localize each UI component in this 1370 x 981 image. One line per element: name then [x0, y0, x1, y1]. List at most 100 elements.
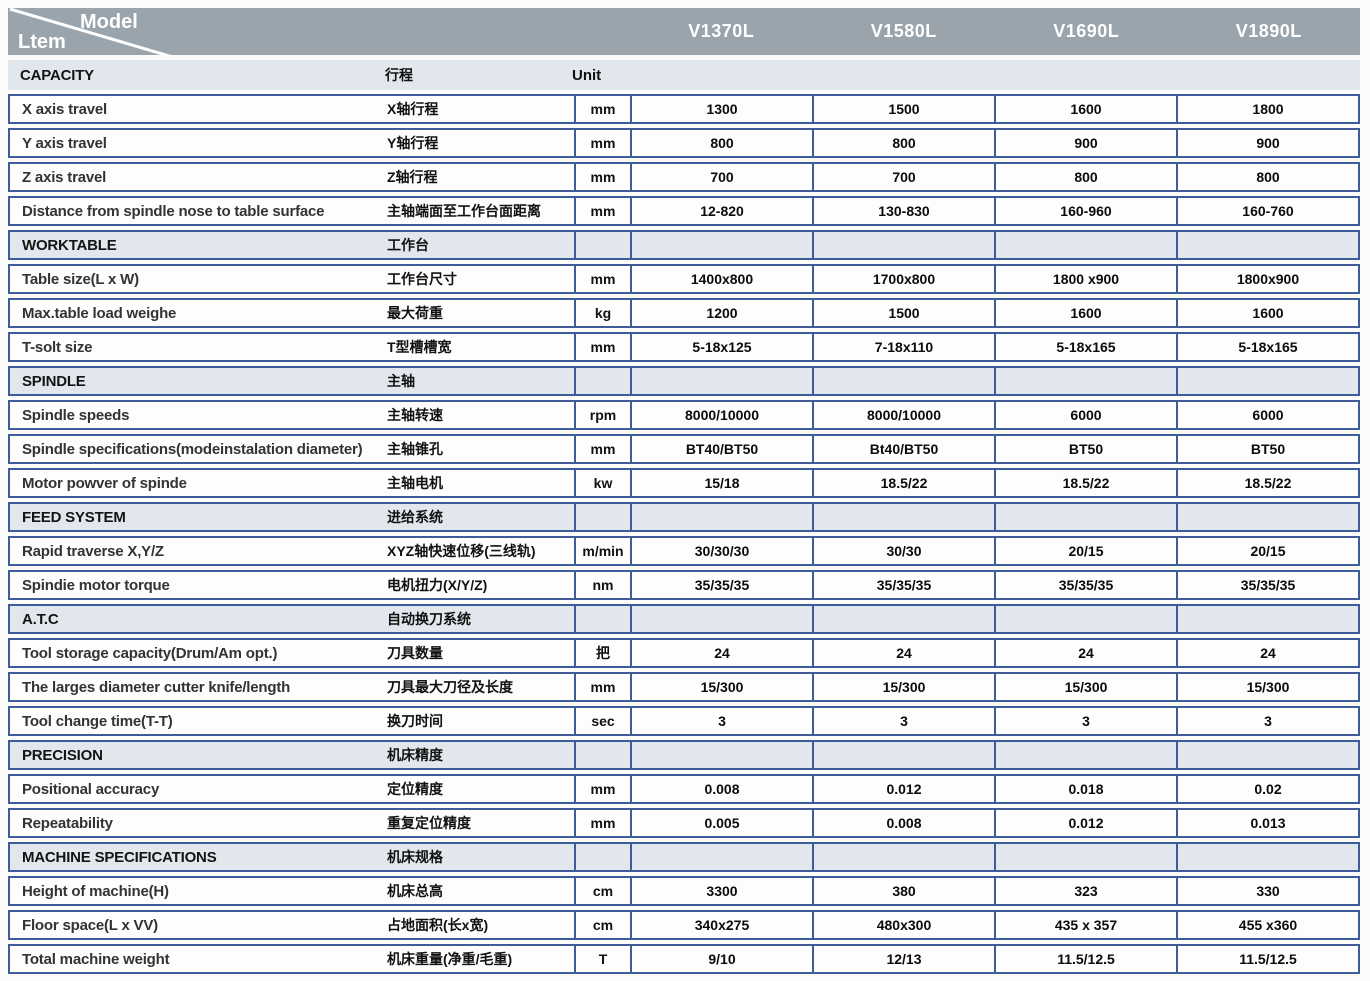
- table-row-height-of-machine-h: Height of machine(H) 机床总高 cm 3300 380 323 330: [8, 876, 1360, 906]
- value-z-axis-travel-v1690l: 800: [996, 164, 1178, 190]
- model-header-v1580l: V1580L: [870, 21, 937, 41]
- table-row-motor-powver-of-spinde: Motor powver of spinde 主轴电机 kw 15/18 18.5/22…: [8, 468, 1360, 498]
- value-t-solt-size-v1890l: 5-18x165: [1238, 339, 1298, 355]
- table-row-y-axis-travel: Y axis travel Y轴行程 mm 800 800 900 900: [8, 128, 1360, 158]
- value-floor-space-l-x-vv-v1580l: 480x300: [814, 912, 996, 938]
- section-title-zh-precision: 机床精度: [387, 747, 443, 763]
- value-total-machine-weight-v1890l: 11.5/12.5: [1239, 951, 1297, 967]
- value-positional-accuracy-v1690l: 0.018: [996, 776, 1178, 802]
- value-distance-from-spindle-nose-to-table-surface-v1370l: 12-820: [632, 198, 814, 224]
- row-unit-spindle-speeds: rpm: [574, 402, 632, 428]
- table-body: CAPACITY 行程 Unit X axis travel X轴行程 mm 1300 150…: [8, 60, 1360, 974]
- value-spindie-motor-torque-v1370l: 35/35/35: [632, 572, 814, 598]
- section-empty-cell: [996, 232, 1178, 258]
- table-row-spindle-speeds: Spindle speeds 主轴转速 rpm 8000/10000 8000/1000…: [8, 400, 1360, 430]
- section-empty-cell: [814, 742, 996, 768]
- section-unit-header-a-t-c: [574, 606, 632, 632]
- row-label-en-rapid-traverse-x-y-z: Rapid traverse X,Y/Z: [22, 542, 164, 560]
- value-z-axis-travel-v1370l: 700: [632, 164, 814, 190]
- row-unit-tool-change-time-t-t: sec: [574, 708, 632, 734]
- section-title-worktable: WORKTABLE: [22, 236, 117, 254]
- row-unit-distance-from-spindle-nose-to-table-surface: mm: [574, 198, 632, 224]
- row-label-en-spindle-speeds: Spindle speeds: [22, 406, 130, 424]
- row-label-zh-height-of-machine-h: 机床总高: [387, 883, 443, 899]
- value-y-axis-travel-v1370l: 800: [632, 130, 814, 156]
- section-unit-header-capacity: Unit: [572, 66, 602, 84]
- value-positional-accuracy-v1370l: 0.008: [632, 776, 814, 802]
- section-empty-cell: [632, 742, 814, 768]
- value-total-machine-weight-v1690l: 11.5/12.5: [996, 946, 1178, 972]
- section-empty-cell: [813, 60, 996, 90]
- table-row-max-table-load-weighe: Max.table load weighe 最大荷重 kg 1200 1500 1600 1…: [8, 298, 1360, 328]
- section-empty-cell: [814, 368, 996, 394]
- value-the-larges-diameter-cutter-knife-length-v1580l: 15/300: [814, 674, 996, 700]
- row-label-zh-max-table-load-weighe: 最大荷重: [387, 305, 443, 321]
- value-max-table-load-weighe-v1370l: 1200: [632, 300, 814, 326]
- row-label-zh-tool-change-time-t-t: 换刀时间: [387, 713, 443, 729]
- row-label-en-x-axis-travel: X axis travel: [22, 100, 107, 118]
- section-row-precision: PRECISION 机床精度: [8, 740, 1360, 770]
- row-unit-max-table-load-weighe: kg: [574, 300, 632, 326]
- corner-label-model: Model: [80, 11, 138, 33]
- row-unit-spindle-specifications-modeinstalation-diameter: mm: [574, 436, 632, 462]
- value-max-table-load-weighe-v1690l: 1600: [996, 300, 1178, 326]
- row-unit-floor-space-l-x-vv: cm: [574, 912, 632, 938]
- row-label-zh-spindle-specifications-modeinstalation-diameter: 主轴锥孔: [387, 441, 443, 457]
- row-label-en-z-axis-travel: Z axis travel: [22, 168, 107, 186]
- row-unit-height-of-machine-h: cm: [574, 878, 632, 904]
- diagonal-divider-line: [9, 8, 172, 55]
- value-y-axis-travel-v1690l: 900: [996, 130, 1178, 156]
- value-positional-accuracy-v1890l: 0.02: [1254, 781, 1282, 797]
- value-total-machine-weight-v1370l: 9/10: [632, 946, 814, 972]
- value-tool-storage-capacity-drum-am-opt-v1370l: 24: [632, 640, 814, 666]
- table-row-repeatability: Repeatability 重复定位精度 mm 0.005 0.008 0.012 0.01…: [8, 808, 1360, 838]
- row-label-en-distance-from-spindle-nose-to-table-surface: Distance from spindle nose to table surf…: [22, 202, 325, 220]
- section-empty-cell: [632, 504, 814, 530]
- section-empty-cell: [996, 742, 1178, 768]
- value-repeatability-v1890l: 0.013: [1250, 815, 1286, 831]
- section-empty-cell: [1178, 844, 1358, 870]
- value-table-size-l-x-w-v1890l: 1800x900: [1236, 271, 1300, 287]
- row-unit-the-larges-diameter-cutter-knife-length: mm: [574, 674, 632, 700]
- model-header-v1690l: V1690L: [1053, 21, 1120, 41]
- section-empty-cell: [1178, 368, 1358, 394]
- section-row-capacity: CAPACITY 行程 Unit: [8, 60, 1360, 90]
- section-title-zh-capacity: 行程: [385, 67, 413, 83]
- section-unit-header-machine-specifications: [574, 844, 632, 870]
- value-tool-change-time-t-t-v1690l: 3: [996, 708, 1178, 734]
- section-empty-cell: [1178, 232, 1358, 258]
- value-spindle-specifications-modeinstalation-diameter-v1890l: BT50: [1250, 441, 1286, 457]
- value-distance-from-spindle-nose-to-table-surface-v1580l: 130-830: [814, 198, 996, 224]
- table-row-total-machine-weight: Total machine weight 机床重量(净重/毛重) T 9/10 12/1…: [8, 944, 1360, 974]
- value-t-solt-size-v1690l: 5-18x165: [996, 334, 1178, 360]
- row-label-zh-floor-space-l-x-vv: 占地面积(长x宽): [387, 917, 489, 933]
- table-row-z-axis-travel: Z axis travel Z轴行程 mm 700 700 800 800: [8, 162, 1360, 192]
- value-max-table-load-weighe-v1580l: 1500: [814, 300, 996, 326]
- value-rapid-traverse-x-y-z-v1890l: 20/15: [1250, 543, 1286, 559]
- row-unit-t-solt-size: mm: [574, 334, 632, 360]
- row-unit-positional-accuracy: mm: [574, 776, 632, 802]
- row-unit-y-axis-travel: mm: [574, 130, 632, 156]
- value-rapid-traverse-x-y-z-v1690l: 20/15: [996, 538, 1178, 564]
- section-empty-cell: [995, 60, 1178, 90]
- section-empty-cell: [996, 368, 1178, 394]
- value-spindle-specifications-modeinstalation-diameter-v1370l: BT40/BT50: [632, 436, 814, 462]
- row-unit-rapid-traverse-x-y-z: m/min: [574, 538, 632, 564]
- section-empty-cell: [632, 844, 814, 870]
- table-row-distance-from-spindle-nose-to-table-surface: Distance from spindle nose to table surf…: [8, 196, 1360, 226]
- table-row-spindie-motor-torque: Spindie motor torque 电机扭力(X/Y/Z) nm 35/35/3…: [8, 570, 1360, 600]
- value-spindle-speeds-v1890l: 6000: [1252, 407, 1284, 423]
- section-empty-cell: [814, 504, 996, 530]
- table-row-t-solt-size: T-solt size T型槽槽宽 mm 5-18x125 7-18x110 5-18x1…: [8, 332, 1360, 362]
- row-unit-x-axis-travel: mm: [574, 96, 632, 122]
- row-label-zh-repeatability: 重复定位精度: [387, 815, 471, 831]
- value-motor-powver-of-spinde-v1690l: 18.5/22: [996, 470, 1178, 496]
- row-label-zh-positional-accuracy: 定位精度: [387, 781, 443, 797]
- row-unit-total-machine-weight: T: [574, 946, 632, 972]
- value-motor-powver-of-spinde-v1370l: 15/18: [632, 470, 814, 496]
- row-label-en-tool-storage-capacity-drum-am-opt: Tool storage capacity(Drum/Am opt.): [22, 644, 278, 662]
- section-empty-cell: [814, 844, 996, 870]
- value-max-table-load-weighe-v1890l: 1600: [1252, 305, 1284, 321]
- row-label-zh-spindie-motor-torque: 电机扭力(X/Y/Z): [387, 577, 488, 593]
- value-height-of-machine-h-v1890l: 330: [1256, 883, 1280, 899]
